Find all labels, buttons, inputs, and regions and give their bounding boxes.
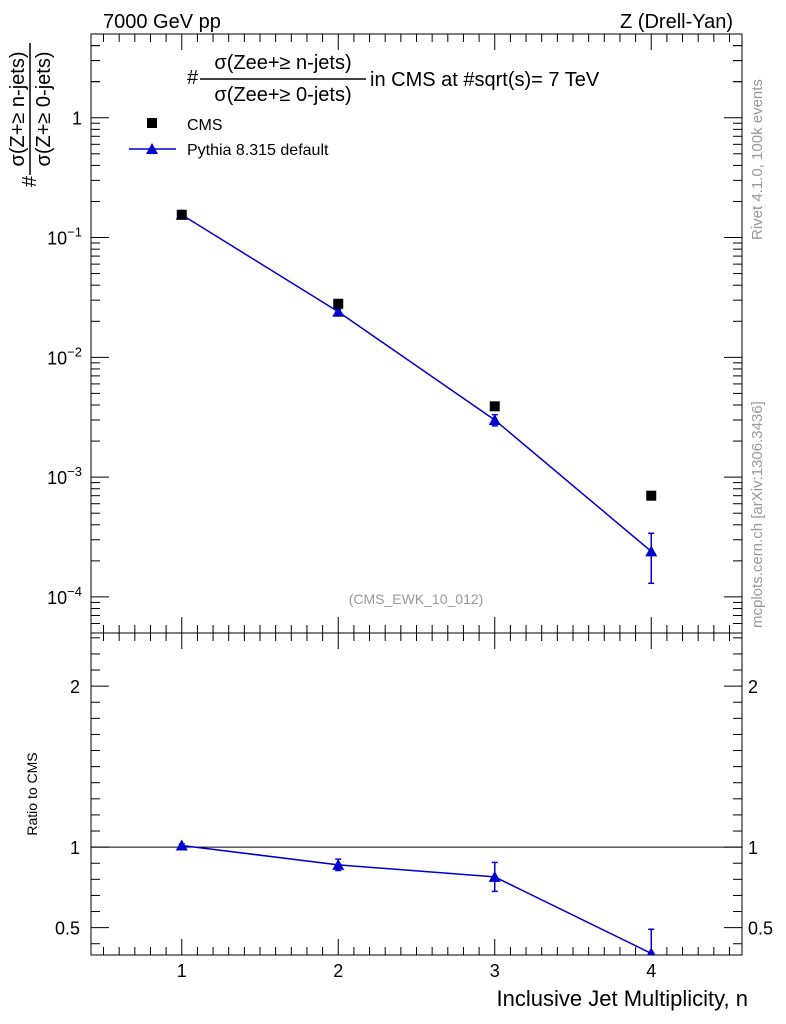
title-suffix: in CMS at #sqrt(s)= 7 TeV bbox=[370, 69, 600, 91]
x-axis-label: Inclusive Jet Multiplicity, n bbox=[497, 986, 748, 1011]
ratio-line bbox=[181, 844, 652, 955]
cms-point bbox=[333, 298, 344, 309]
title-denominator: σ(Zee+≥ 0-jets) bbox=[214, 84, 351, 106]
header-right: Z (Drell-Yan) bbox=[620, 11, 733, 33]
ratio-point bbox=[488, 870, 501, 882]
x-tick-label: 3 bbox=[490, 961, 500, 981]
title-numerator: σ(Zee+≥ n-jets) bbox=[214, 52, 351, 74]
x-tick-label: 2 bbox=[333, 961, 343, 981]
cms-point bbox=[176, 209, 187, 220]
main-axes: 1 10−1 10−2 10−3 10−4 bbox=[47, 33, 742, 634]
x-tick-label: 4 bbox=[646, 961, 656, 981]
ylabel-denominator: σ(Z+≥ 0-jets) bbox=[33, 52, 55, 167]
analysis-tag: (CMS_EWK_10_012) bbox=[349, 591, 484, 607]
mc-line bbox=[181, 214, 652, 552]
cms-point bbox=[489, 401, 500, 412]
ratio-y-tick-label-left: 0.5 bbox=[55, 919, 80, 939]
mc-point bbox=[645, 545, 658, 557]
main-series bbox=[175, 208, 658, 585]
mc-point bbox=[332, 305, 345, 317]
legend-mc-label: Pythia 8.315 default bbox=[187, 142, 329, 159]
ratio-axes: 1 2 3 4 0.5 0.5 1 1 2 2 bbox=[55, 633, 773, 981]
plot-title: # σ(Zee+≥ n-jets) σ(Zee+≥ 0-jets) in CMS… bbox=[187, 52, 600, 106]
x-tick-label: 1 bbox=[177, 961, 187, 981]
y-tick-label: 1 bbox=[72, 109, 82, 129]
mc-point bbox=[488, 413, 501, 425]
ratio-series bbox=[175, 839, 656, 955]
legend-cms-marker bbox=[147, 118, 157, 128]
title-prefix: # bbox=[187, 67, 199, 89]
y-tick-label: 10−3 bbox=[47, 464, 82, 488]
rivet-version-text: Rivet 4.1.0, 100k events bbox=[749, 79, 766, 240]
ratio-y-tick-label-right: 2 bbox=[748, 677, 758, 697]
ratio-point bbox=[332, 858, 345, 870]
ratio-series-group bbox=[175, 839, 656, 955]
legend-cms-label: CMS bbox=[187, 117, 223, 134]
ratio-y-tick-label-left: 2 bbox=[70, 677, 80, 697]
header-left: 7000 GeV pp bbox=[103, 11, 221, 33]
mcplots-text: mcplots.cern.ch [arXiv:1306.3436] bbox=[749, 401, 766, 628]
y-tick-label: 10−2 bbox=[47, 344, 82, 368]
ylabel-prefix: # bbox=[19, 175, 41, 187]
ratio-y-tick-label-right: 1 bbox=[748, 838, 758, 858]
legend-mc-marker bbox=[146, 143, 158, 154]
ylabel-numerator: σ(Z+≥ n-jets) bbox=[7, 52, 29, 167]
ratio-point bbox=[647, 947, 656, 955]
ratio-y-tick-label-left: 1 bbox=[70, 838, 80, 858]
ratio-point bbox=[175, 839, 188, 851]
ratio-y-tick-label-right: 0.5 bbox=[748, 919, 773, 939]
cms-point bbox=[646, 490, 657, 501]
ratio-y-label: Ratio to CMS bbox=[24, 752, 40, 835]
ratio-frame bbox=[90, 632, 743, 956]
y-axis-label: # σ(Z+≥ n-jets) σ(Z+≥ 0-jets) bbox=[7, 43, 55, 187]
y-tick-label: 10−1 bbox=[47, 225, 82, 249]
legend: CMS Pythia 8.315 default bbox=[129, 117, 329, 159]
y-tick-label: 10−4 bbox=[47, 584, 82, 608]
